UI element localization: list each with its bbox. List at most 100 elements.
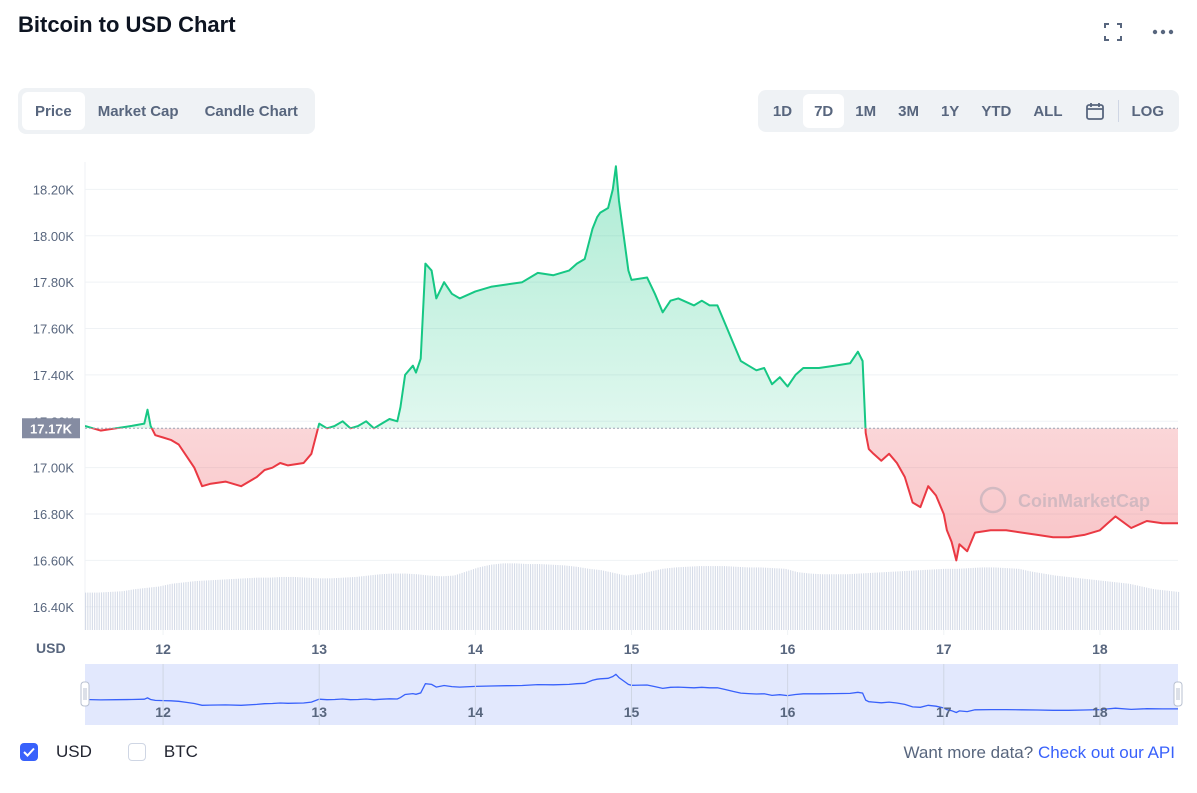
volume-bar <box>1031 571 1034 630</box>
volume-bar <box>333 578 335 630</box>
volume-bar <box>1130 584 1132 630</box>
volume-bar <box>381 574 383 630</box>
volume-bar <box>940 569 942 630</box>
range-1m[interactable]: 1M <box>855 102 877 120</box>
volume-bar <box>374 574 376 630</box>
volume-bar <box>628 575 630 630</box>
volume-bar <box>96 592 98 630</box>
volume-bar <box>534 564 536 630</box>
volume-bar <box>723 566 726 630</box>
volume-bar <box>790 570 792 630</box>
calendar-icon[interactable] <box>1074 94 1116 128</box>
checkbox-unchecked-icon <box>127 743 146 761</box>
volume-bar <box>1123 583 1125 630</box>
volume-bar <box>623 575 625 630</box>
volume-bar <box>532 564 534 630</box>
range-3m[interactable]: 3M <box>898 102 919 120</box>
volume-bar <box>511 563 513 630</box>
price-area-above <box>85 166 866 429</box>
navigator-tick-label: 13 <box>311 704 327 720</box>
volume-bar <box>431 575 433 630</box>
volume-bar <box>753 567 755 630</box>
volume-bar <box>851 573 853 630</box>
volume-bar <box>192 581 194 630</box>
volume-bar <box>1002 567 1004 630</box>
btc-checkbox[interactable]: BTC <box>127 742 198 762</box>
volume-bar <box>728 566 730 630</box>
volume-bar <box>349 577 351 630</box>
volume-bar <box>203 580 205 630</box>
volume-bar <box>735 566 737 630</box>
volume-bar <box>306 577 308 630</box>
volume-bar <box>212 580 214 630</box>
volume-bar <box>598 569 600 630</box>
range-7d[interactable]: 7D <box>803 94 845 128</box>
volume-bar <box>641 573 643 630</box>
volume-bar <box>447 575 449 630</box>
volume-bar <box>169 584 171 630</box>
fullscreen-icon[interactable] <box>1101 20 1125 44</box>
volume-bar <box>867 573 869 630</box>
volume-bar <box>274 577 276 630</box>
tab-market-cap[interactable]: Market Cap <box>97 102 179 120</box>
volume-bar <box>155 586 157 630</box>
volume-bar <box>1095 580 1097 630</box>
range-1y[interactable]: 1Y <box>940 102 960 120</box>
volume-bar <box>961 568 963 630</box>
volume-bar <box>965 568 967 630</box>
volume-bar <box>468 570 470 630</box>
tab-price[interactable]: Price <box>22 92 85 130</box>
tab-candle-chart[interactable]: Candle Chart <box>204 102 298 120</box>
volume-bar <box>577 567 579 630</box>
range-ytd[interactable]: YTD <box>981 102 1012 120</box>
volume-bar <box>221 579 224 630</box>
x-tick-label: 15 <box>624 641 640 657</box>
volume-bar <box>372 575 374 630</box>
volume-bar <box>1168 590 1170 630</box>
api-link[interactable]: Check out our API <box>1037 743 1175 762</box>
volume-bar <box>475 568 477 630</box>
volume-bar <box>402 573 404 630</box>
price-chart[interactable]: 18.20K18.00K17.80K17.60K17.40K17.20K17.0… <box>0 150 1197 740</box>
navigator-tick-label: 12 <box>155 704 171 720</box>
volume-bar <box>429 575 431 630</box>
volume-bar <box>810 573 812 630</box>
range-all[interactable]: ALL <box>1033 102 1063 120</box>
volume-bar <box>1034 572 1036 630</box>
usd-checkbox[interactable]: USD <box>20 742 92 762</box>
volume-bar <box>1127 583 1129 630</box>
navigator-right-handle[interactable] <box>1173 681 1183 707</box>
log-scale-button[interactable]: LOG <box>1131 102 1165 120</box>
volume-bar <box>618 574 621 630</box>
volume-bar <box>1082 578 1084 630</box>
volume-bar <box>189 581 192 630</box>
volume-bar <box>1171 591 1173 630</box>
volume-bar <box>536 564 538 630</box>
volume-bar <box>717 566 719 630</box>
volume-bar <box>1038 572 1040 630</box>
volume-bar <box>363 576 365 630</box>
volume-bar <box>1084 578 1086 630</box>
volume-bar <box>215 579 217 630</box>
volume-bar <box>390 573 392 630</box>
volume-bar <box>504 563 506 630</box>
volume-bar <box>885 572 888 630</box>
volume-bar <box>345 577 347 630</box>
volume-bar <box>739 566 741 630</box>
volume-bar <box>379 574 381 630</box>
volume-bar <box>844 574 846 630</box>
volume-bar <box>662 568 664 630</box>
more-options-icon[interactable] <box>1151 20 1175 44</box>
volume-bar <box>714 566 716 630</box>
volume-bar <box>545 564 548 630</box>
price-line-up <box>85 165 867 429</box>
volume-bar <box>269 577 271 630</box>
volume-bar <box>646 572 648 630</box>
volume-bar <box>822 574 824 630</box>
volume-bar <box>669 568 671 630</box>
volume-bar <box>794 571 796 630</box>
volume-bar <box>913 570 915 630</box>
navigator-left-handle[interactable] <box>80 681 90 707</box>
range-1d[interactable]: 1D <box>772 102 793 120</box>
volume-bar <box>205 580 208 630</box>
